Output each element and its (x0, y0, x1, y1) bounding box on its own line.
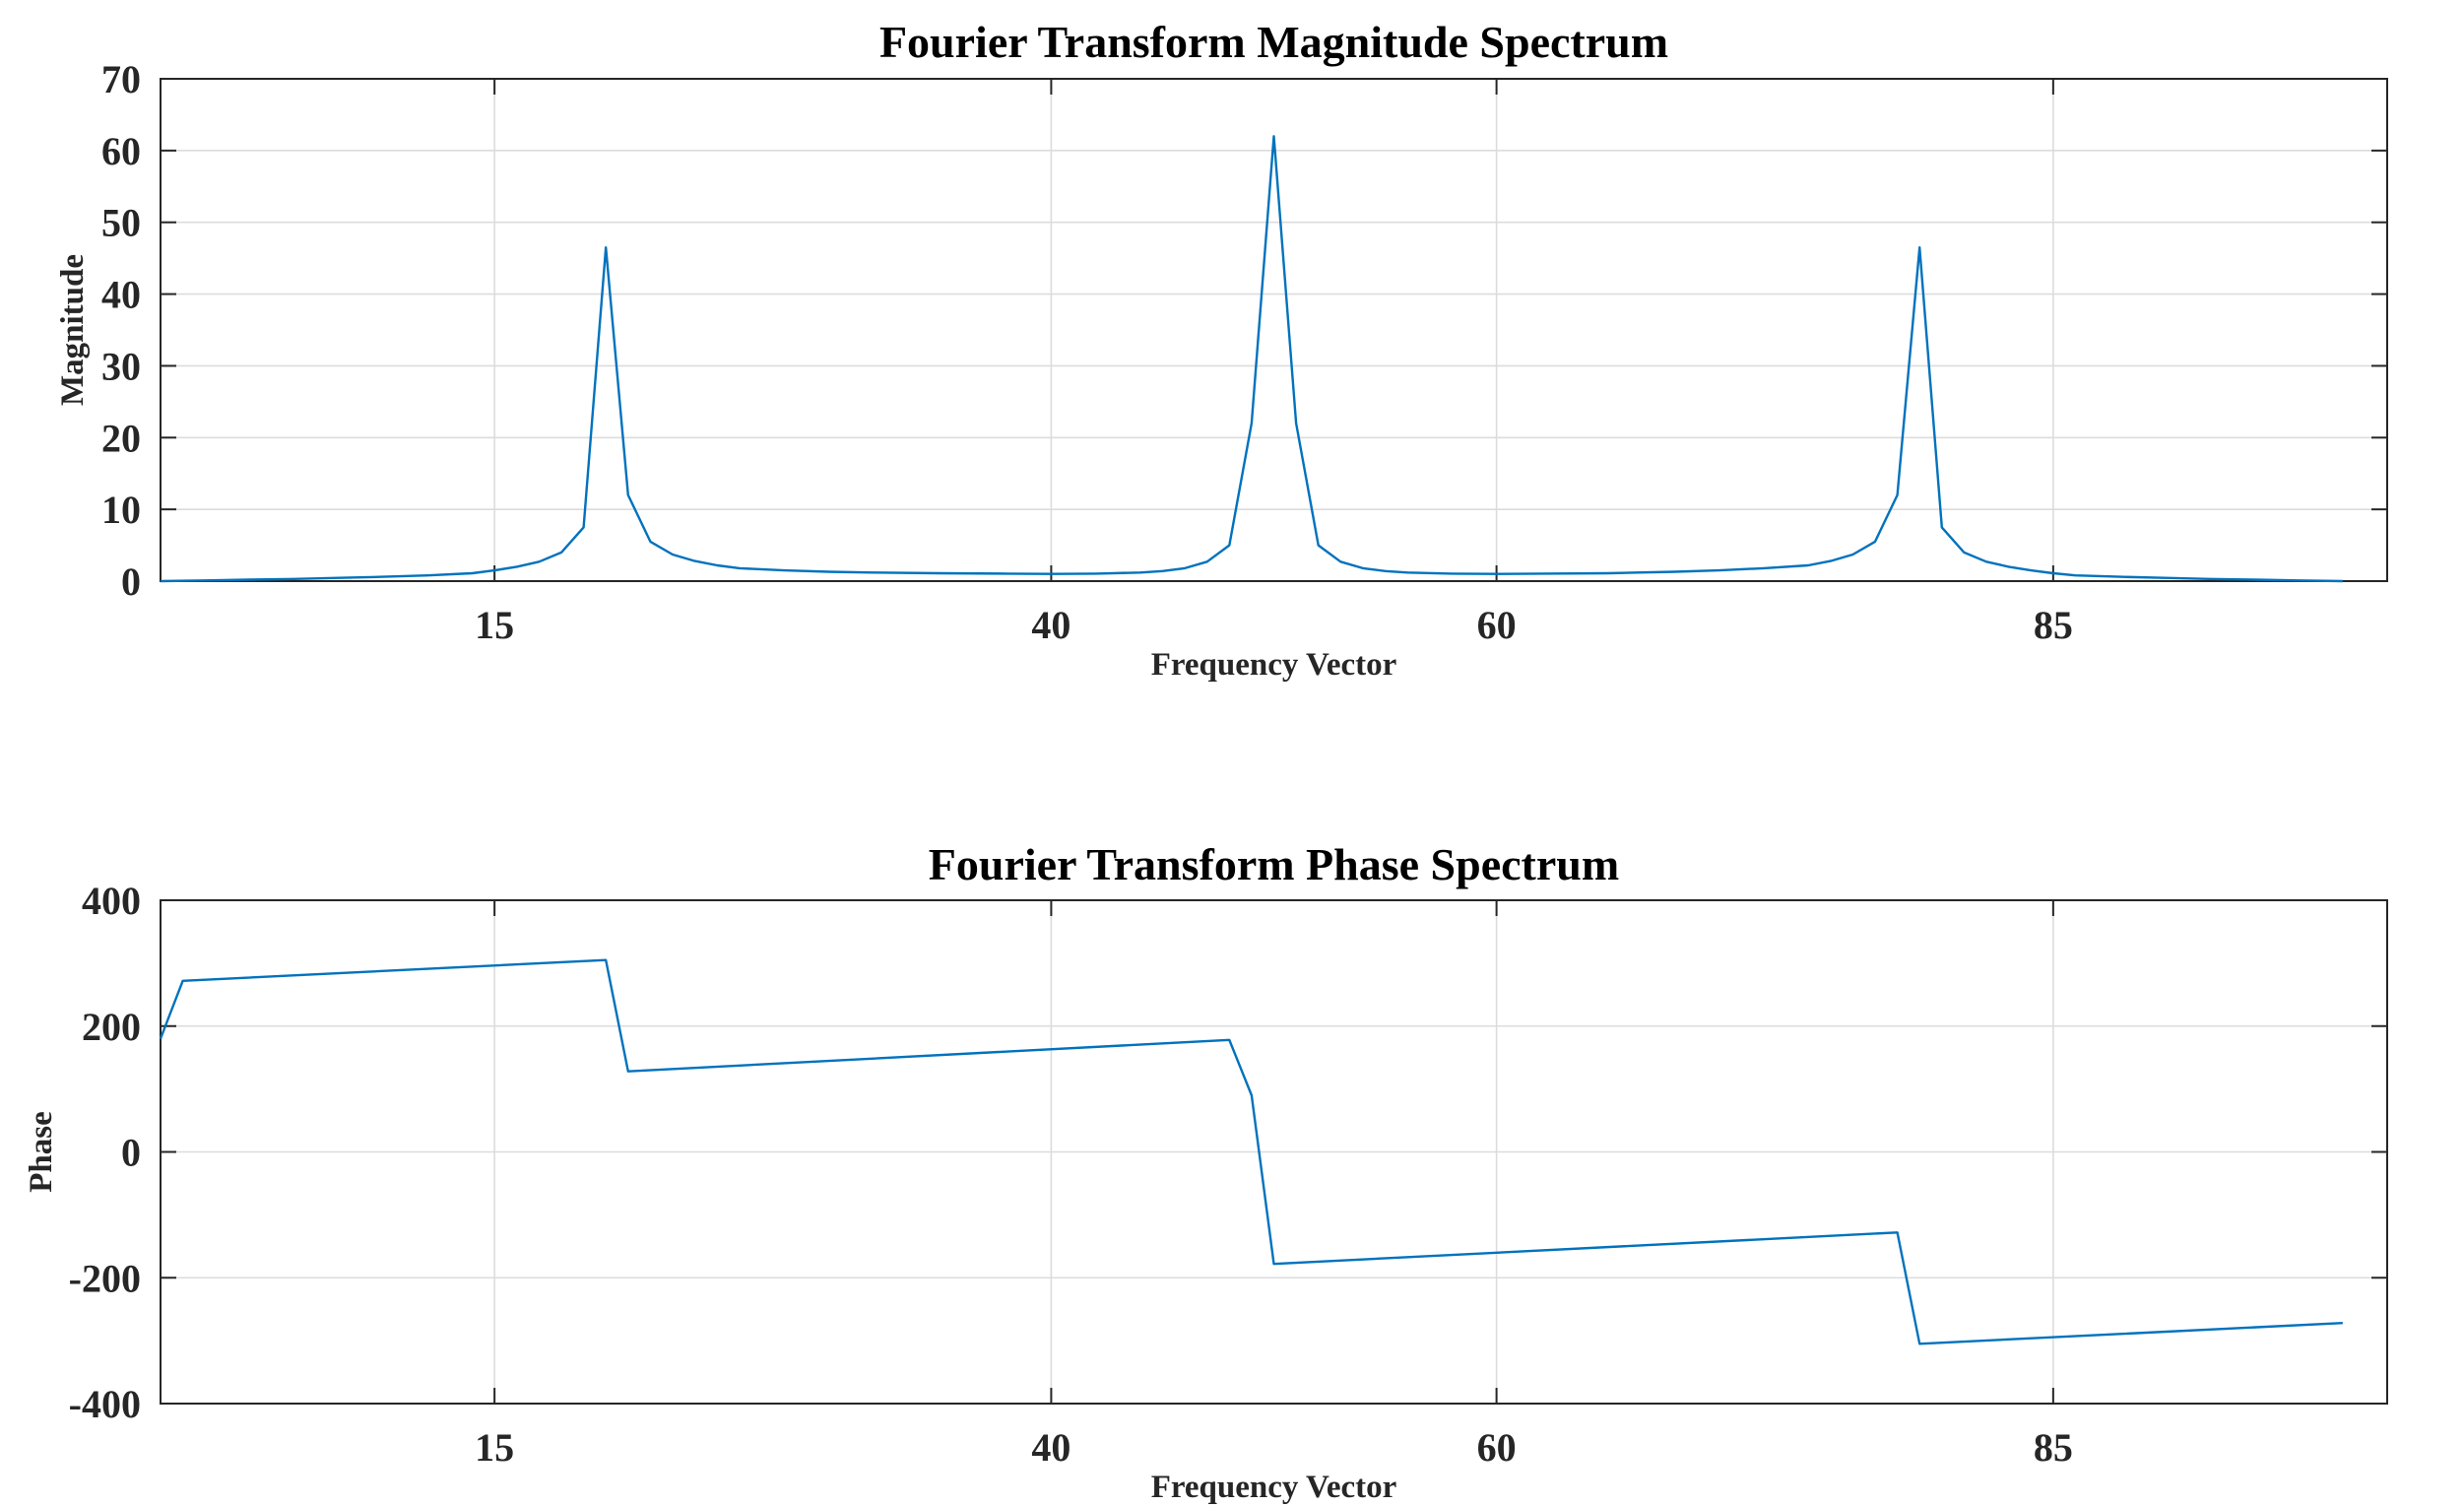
chart-title: Fourier Transform Magnitude Spectrum (879, 17, 1668, 67)
x-tick-label: 15 (475, 603, 514, 647)
y-tick-label: 10 (101, 488, 141, 532)
x-axis-label: Frequency Vector (1151, 1470, 1397, 1505)
magnitude-subplot: 15 40 60 85 0 10 20 30 40 50 60 70 Fourier Transform… (55, 17, 2388, 683)
y-tick-label: 70 (101, 57, 141, 101)
y-tick-label: 20 (101, 416, 141, 460)
x-tick-label: 60 (1477, 603, 1517, 647)
x-axis-label: Frequency Vector (1151, 647, 1397, 683)
y-tick-label: 60 (101, 129, 141, 173)
y-tick-label: 0 (121, 559, 141, 604)
y-tick-label: -200 (69, 1256, 141, 1300)
series-line (159, 958, 2343, 1345)
x-tick-label: 15 (475, 1425, 514, 1470)
phase-subplot: 15 40 60 85 -400 -200 0 200 400 Fourier Transform… (24, 839, 2388, 1505)
x-tick-label: 40 (1031, 1425, 1070, 1470)
x-tick-label: 40 (1031, 603, 1070, 647)
y-tick-label: 200 (82, 1005, 141, 1049)
y-tick-label: 30 (101, 344, 141, 388)
y-tick-label: 40 (101, 273, 141, 317)
x-tick-label: 85 (2034, 603, 2073, 647)
x-tick-label: 60 (1477, 1425, 1517, 1470)
y-axis-label: Phase (24, 1111, 59, 1193)
y-tick-label: 0 (121, 1131, 141, 1175)
y-tick-label: 400 (82, 879, 141, 923)
axes-box (160, 78, 2388, 582)
x-tick-label: 85 (2034, 1425, 2073, 1470)
y-tick-label: 50 (101, 201, 141, 245)
y-tick-label: -400 (69, 1382, 141, 1426)
chart-title: Fourier Transform Phase Spectrum (929, 839, 1619, 889)
y-axis-label: Magnitude (55, 254, 91, 406)
series-line (160, 135, 2343, 583)
